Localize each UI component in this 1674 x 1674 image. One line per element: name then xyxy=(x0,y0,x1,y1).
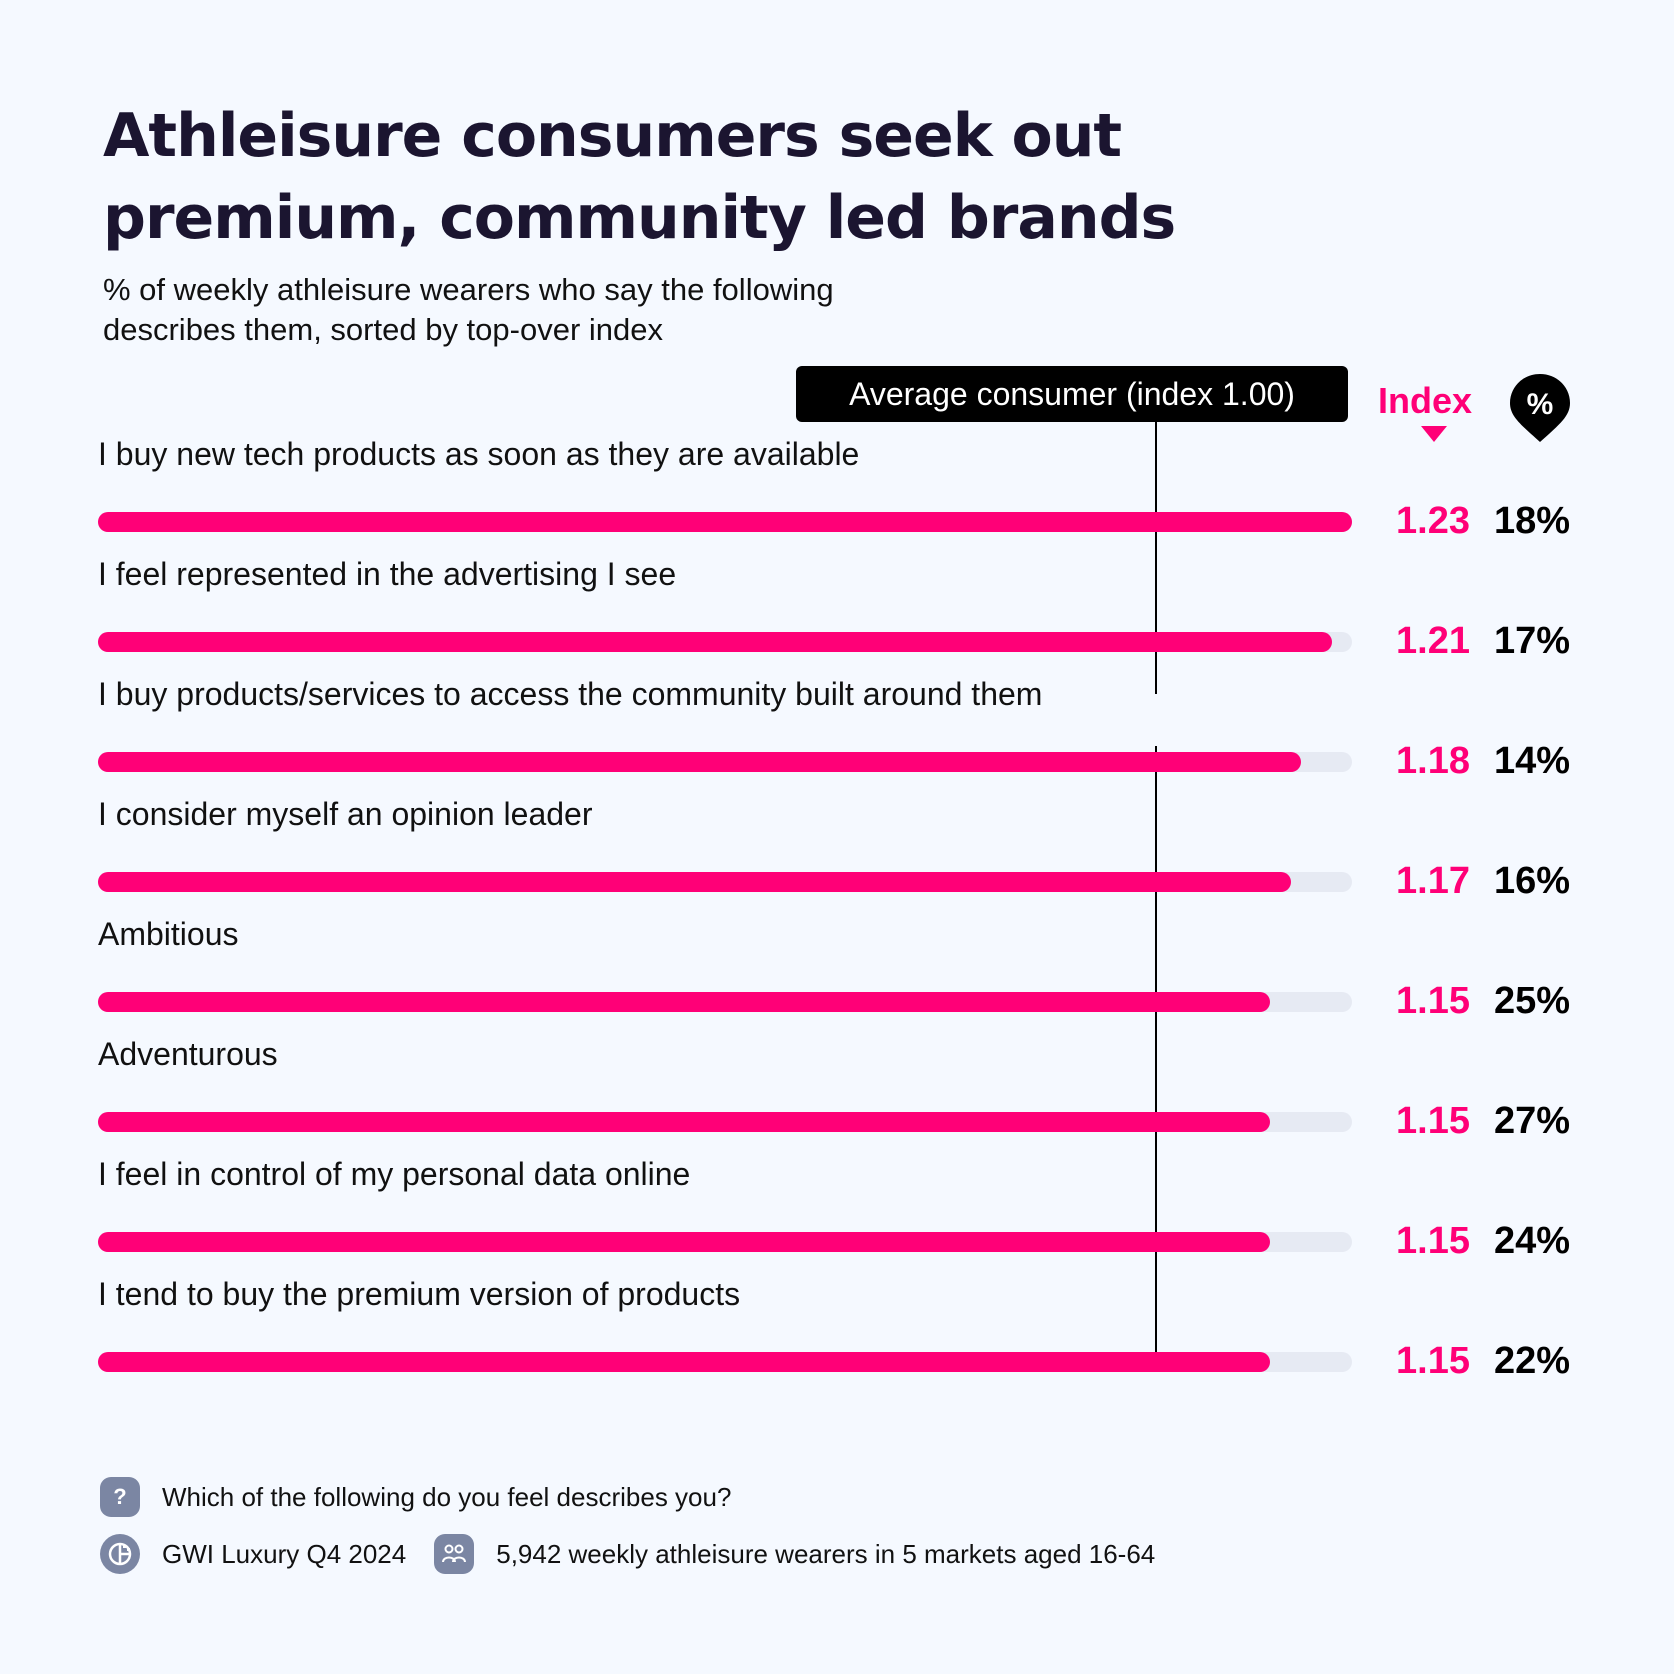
subtitle-line-1: % of weekly athleisure wearers who say t… xyxy=(103,272,834,307)
row-label: I buy products/services to access the co… xyxy=(98,676,1043,712)
average-consumer-label: Average consumer (index 1.00) xyxy=(796,366,1348,422)
row-label: I consider myself an opinion leader xyxy=(98,796,593,832)
bar xyxy=(98,1232,1271,1252)
index-value-label: 1.17 xyxy=(1396,860,1470,902)
subtitle-line-2: describes them, sorted by top-over index xyxy=(103,312,663,347)
title-line-2: premium, community led brands xyxy=(103,183,1176,253)
index-value-label: 1.23 xyxy=(1396,500,1470,542)
percent-value-label: 18% xyxy=(1494,500,1571,542)
bar-track xyxy=(98,1352,1352,1372)
bar xyxy=(98,1112,1271,1132)
footer-source: GWI Luxury Q4 2024 xyxy=(162,1538,407,1569)
bar-track xyxy=(98,1232,1352,1252)
percent-pin-icon: % xyxy=(1510,374,1570,442)
row-label: I tend to buy the premium version of pro… xyxy=(98,1276,741,1312)
percent-value-label: 22% xyxy=(1494,1340,1571,1382)
row-label: I feel represented in the advertising I … xyxy=(98,556,677,592)
average-reference-line-lower xyxy=(1155,746,1157,1372)
bar-track xyxy=(98,992,1352,1012)
bar-track xyxy=(98,872,1352,892)
footer-question-row: ? Which of the following do you feel des… xyxy=(100,1477,759,1517)
index-value-label: 1.15 xyxy=(1396,980,1470,1022)
footer-sample: 5,942 weekly athleisure wearers in 5 mar… xyxy=(496,1538,1156,1569)
bar xyxy=(98,752,1302,772)
index-value-label: 1.15 xyxy=(1396,1340,1470,1382)
title-line-1: Athleisure consumers seek out xyxy=(103,101,1122,171)
row-label: Adventurous xyxy=(98,1036,278,1072)
index-value-label: 1.18 xyxy=(1396,740,1470,782)
triangle-down-icon xyxy=(1421,426,1447,442)
gwi-logo-icon xyxy=(100,1534,140,1574)
index-value-label: 1.15 xyxy=(1396,1220,1470,1262)
bar xyxy=(98,872,1291,892)
percent-value-label: 14% xyxy=(1494,740,1571,782)
percent-column-header: % xyxy=(1527,388,1554,421)
percent-value-label: 17% xyxy=(1494,620,1571,662)
bar xyxy=(98,992,1271,1012)
bar xyxy=(98,512,1352,532)
index-value-label: 1.21 xyxy=(1396,620,1470,662)
bar xyxy=(98,632,1332,652)
percent-value-label: 16% xyxy=(1494,860,1571,902)
bar-track xyxy=(98,632,1352,652)
average-reference-line xyxy=(1155,422,1157,694)
chart-title: Athleisure consumers seek out premium, c… xyxy=(103,95,1303,259)
footer-question: Which of the following do you feel descr… xyxy=(162,1481,732,1512)
row-label: I buy new tech products as soon as they … xyxy=(98,436,860,472)
footer-source-row: GWI Luxury Q4 2024 5,942 weekly athleisu… xyxy=(100,1534,1183,1574)
percent-value-label: 27% xyxy=(1494,1100,1571,1142)
index-value-label: 1.15 xyxy=(1396,1100,1470,1142)
bar-track xyxy=(98,1112,1352,1132)
bar-track xyxy=(98,752,1352,772)
bar xyxy=(98,1352,1271,1372)
percent-value-label: 25% xyxy=(1494,980,1571,1022)
row-label: I feel in control of my personal data on… xyxy=(98,1156,691,1192)
index-column-header: Index xyxy=(1378,380,1473,421)
question-icon: ? xyxy=(100,1477,140,1517)
bar-track xyxy=(98,512,1352,532)
percent-value-label: 24% xyxy=(1494,1220,1571,1262)
row-label: Ambitious xyxy=(98,916,239,952)
people-icon xyxy=(434,1534,475,1574)
chart-subtitle: % of weekly athleisure wearers who say t… xyxy=(103,270,1003,350)
